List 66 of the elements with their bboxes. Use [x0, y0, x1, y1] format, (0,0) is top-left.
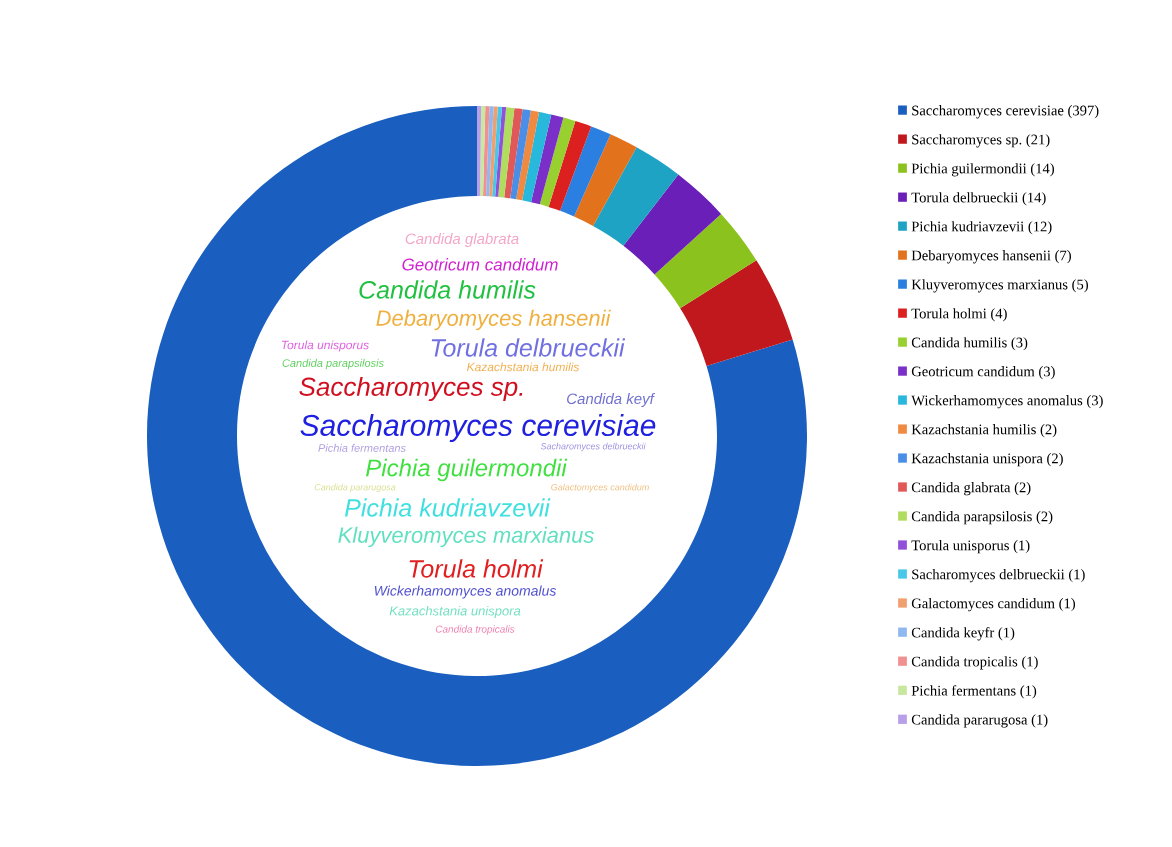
legend-label: Pichia kudriavzevii (12): [911, 221, 1052, 235]
donut-slice: [680, 260, 793, 366]
text: Torula holmi: [409, 559, 544, 578]
legend-label: Saccharomyces cerevisiae (397): [912, 105, 1099, 119]
legend-label: Candida pararugosa (1): [911, 714, 1048, 728]
text: Geotricum candidum: [402, 258, 558, 271]
legend-label: Torula holmi (4): [911, 308, 1007, 322]
text: Candida humilis: [359, 280, 536, 299]
donut-slice: [623, 174, 722, 275]
text: Candida keyf: [567, 393, 656, 407]
text: Candida parapsilosis: [282, 358, 384, 370]
text: Saccharomyces sp.: [299, 376, 523, 402]
donut-slice: [489, 106, 498, 197]
text: Kluyveromyces marxianus: [338, 526, 594, 548]
legend-label: Debaryomyces hansenii (7): [911, 250, 1071, 264]
donut-slice: [548, 121, 592, 211]
legend-label: Geotricum candidum (3): [911, 366, 1055, 380]
donut-slice: [654, 213, 757, 309]
legend-label: Torula unisporus (1): [911, 540, 1030, 554]
donut-slice: [504, 108, 523, 199]
legend-label: Saccharomyces sp. (21): [912, 134, 1050, 148]
text: Wickerhamomyces anomalus: [374, 585, 557, 599]
text: Saccharomyces cerevisiae: [300, 414, 656, 442]
donut-slice: [495, 106, 507, 197]
legend-label: Candida tropicalis (1): [911, 656, 1038, 670]
legend-label: Kazachstania unispora (2): [911, 453, 1063, 467]
text: Galactomyces candidum: [551, 483, 649, 493]
donut-slice: [480, 106, 486, 197]
donut-slice: [539, 117, 576, 207]
donut-slice: [510, 109, 531, 200]
text: Torula unisporus: [281, 340, 369, 352]
text: Candida tropicalis: [435, 625, 515, 635]
text: Candida pararugosa: [314, 483, 396, 493]
legend-label: Candida humilis (3): [911, 337, 1028, 351]
text: Candida glabrata: [405, 233, 519, 247]
legend-label: Galactomyces candidum (1): [911, 598, 1076, 612]
text: Sacharomyces delbrueckii: [540, 442, 646, 452]
legend-label: Pichia guilermondii (14): [911, 163, 1054, 177]
legend-label: Torula delbrueckii (14): [911, 192, 1046, 206]
text: Torula delbrueckii: [431, 338, 626, 357]
donut-slice: [522, 111, 552, 203]
legend-label: Kluyveromyces marxianus (5): [911, 279, 1088, 293]
legend-label: Pichia fermentans (1): [911, 685, 1037, 699]
donut-slice: [498, 107, 515, 198]
text: Debaryomyces hansenii: [376, 309, 611, 331]
text: Kazachstania humilis: [467, 362, 580, 372]
legend-label: Sacharomyces delbrueckii (1): [912, 569, 1085, 583]
donut-slice: [574, 134, 637, 226]
text: Pichia kudriavzevii: [344, 498, 551, 517]
legend-label: Kazachstania humilis (2): [911, 424, 1057, 438]
donut-slice: [593, 147, 679, 246]
donut-slice: [560, 126, 611, 217]
legend-label: Candida keyfr (1): [911, 627, 1015, 641]
donut-slice: [477, 106, 482, 197]
text: Pichia fermentans: [318, 443, 406, 452]
text: Pichia guilermondii: [366, 458, 568, 482]
donut-slice: [531, 114, 564, 205]
legend-label: Candida parapsilosis (2): [911, 511, 1053, 525]
donut-slice: [516, 110, 540, 201]
donut-slice: [492, 106, 502, 197]
legend-label: Wickerhamomyces anomalus (3): [911, 395, 1103, 409]
donut-slice: [486, 106, 494, 197]
donut-slice: [147, 106, 807, 766]
legend-label: Candida glabrata (2): [911, 482, 1031, 496]
donut-slice: [483, 106, 490, 197]
text: Kazachstania unispora: [389, 605, 521, 619]
